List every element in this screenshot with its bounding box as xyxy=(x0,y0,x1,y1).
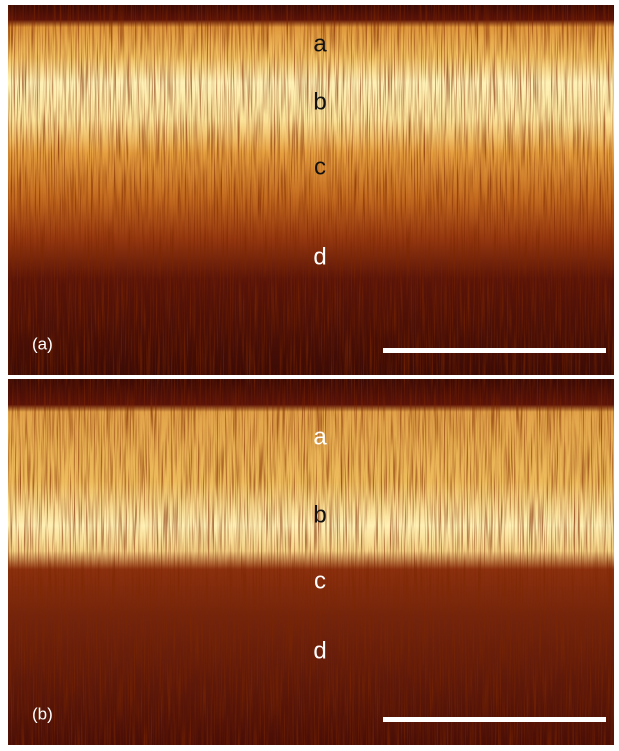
layer-label: a xyxy=(313,30,327,57)
layer-label: b xyxy=(313,88,326,115)
layer-label: d xyxy=(313,637,326,664)
scale-bar xyxy=(383,717,606,722)
speckle xyxy=(8,5,614,375)
layer-label: d xyxy=(313,243,326,270)
panel-b: a b c d (b) xyxy=(8,379,614,745)
layer-label: c xyxy=(314,567,326,594)
panel-label: (b) xyxy=(32,704,53,723)
layer-label: a xyxy=(313,423,327,450)
speckle xyxy=(8,379,614,745)
layer-label: c xyxy=(314,153,326,180)
panel-a: a b c d (a) xyxy=(8,5,614,375)
layer-label: b xyxy=(313,501,326,528)
panel-label: (a) xyxy=(32,334,53,353)
scale-bar xyxy=(383,348,606,353)
